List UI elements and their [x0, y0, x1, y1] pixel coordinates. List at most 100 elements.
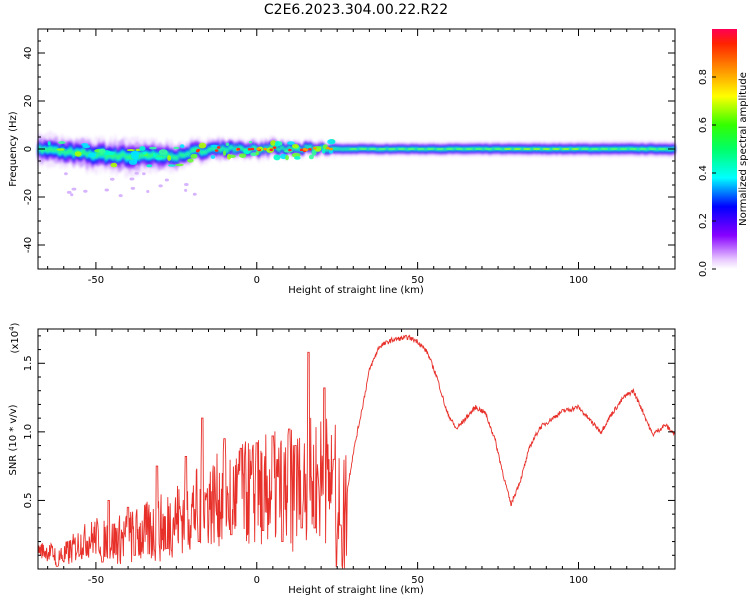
- spectral-blob: [81, 143, 89, 147]
- spectral-outlier: [71, 187, 77, 191]
- x-tick-label: 50: [411, 575, 424, 586]
- spectral-blob: [58, 141, 66, 144]
- x-tick-label: -50: [88, 575, 104, 586]
- spectral-outlier: [109, 177, 115, 181]
- x-tick-label: 0: [254, 575, 260, 586]
- spectral-blob: [131, 154, 140, 159]
- spectral-outlier: [66, 190, 72, 194]
- spectral-core: [436, 148, 445, 150]
- spectral-core: [455, 148, 464, 150]
- x-tick-label: 100: [569, 575, 588, 586]
- spectral-core: [513, 148, 522, 150]
- spectral-blob: [168, 164, 176, 167]
- spectral-blob: [210, 144, 219, 148]
- spectral-core: [629, 148, 638, 150]
- spectral-outlier: [142, 172, 146, 176]
- colorbar-tick-label: 0.0: [698, 261, 709, 277]
- y-tick-label: 20: [23, 95, 34, 108]
- y-tick-label: 0: [23, 146, 34, 152]
- colorbar-gradient: [712, 29, 737, 269]
- svg-text:(x104): (x104): [8, 322, 21, 353]
- spectral-core: [503, 148, 512, 150]
- snr-xlabel: Height of straight line (km): [288, 585, 424, 596]
- spectral-blob: [294, 156, 301, 160]
- spectral-core: [551, 148, 560, 150]
- spectral-blob: [134, 157, 138, 163]
- spectral-peak: [299, 148, 304, 152]
- x-tick-label: 0: [254, 275, 260, 286]
- spectrogram-ticks: -50 0 50 100 -40 -20 0 20 40: [23, 29, 676, 286]
- spectral-blob: [285, 154, 289, 161]
- spectrogram-ylabel: Frequency (Hz): [8, 111, 19, 187]
- spectral-core: [590, 148, 599, 150]
- spectral-peak: [263, 147, 267, 151]
- spectral-core: [368, 148, 377, 150]
- spectral-blob: [187, 158, 194, 163]
- spectral-blob: [255, 151, 259, 156]
- colorbar-label: Normalized spectral amplitude: [738, 72, 749, 226]
- spectral-blob: [311, 149, 317, 156]
- spectral-core: [600, 148, 609, 150]
- spectral-blob: [47, 141, 51, 146]
- spectral-peak: [269, 148, 274, 152]
- spectral-peak: [236, 147, 241, 151]
- spectral-outlier: [70, 193, 74, 197]
- y-tick-label: 1.5: [23, 355, 34, 371]
- spectral-core: [387, 148, 396, 150]
- spectral-peak: [214, 149, 219, 152]
- spectral-core: [494, 148, 503, 150]
- spectral-blob: [175, 163, 184, 167]
- spectral-peak: [313, 146, 317, 150]
- spectral-blob: [228, 154, 236, 158]
- spectral-core: [407, 148, 416, 150]
- spectral-peak: [308, 147, 312, 151]
- y-tick-label: 1.0: [23, 424, 34, 440]
- spectral-blob: [142, 151, 147, 155]
- spectral-outlier: [134, 171, 139, 175]
- spectral-blob: [238, 153, 247, 158]
- spectral-blob: [210, 155, 216, 159]
- spectral-blob: [190, 153, 198, 159]
- spectral-core: [465, 148, 474, 150]
- spectral-core: [561, 148, 570, 150]
- snr-series-line: [37, 334, 675, 569]
- spectral-core: [609, 148, 618, 150]
- spectrogram-xlabel: Height of straight line (km): [288, 285, 424, 296]
- spectral-core: [571, 148, 580, 150]
- spectral-outlier: [129, 177, 135, 181]
- spectral-peak: [326, 146, 330, 150]
- spectral-outlier: [184, 188, 188, 192]
- spectral-blob: [146, 164, 153, 168]
- spectral-blob: [173, 146, 180, 150]
- y-tick-label: 40: [23, 47, 34, 60]
- spectral-outlier: [184, 183, 189, 187]
- spectral-core: [542, 148, 551, 150]
- spectral-blob: [274, 140, 281, 147]
- snr-ylabel: SNR (10 * v/v): [8, 404, 19, 475]
- colorbar-tick-label: 0.2: [698, 213, 709, 229]
- colorbar-tick-label: 0.6: [698, 117, 709, 133]
- spectral-blob: [273, 154, 281, 161]
- spectral-outlier: [146, 189, 150, 193]
- colorbar: 0.0 0.2 0.4 0.6 0.8 Normalized spectral ampl…: [698, 29, 749, 277]
- spectral-blob: [248, 140, 253, 144]
- spectral-peak: [250, 147, 255, 151]
- y-tick-label: -20: [23, 189, 34, 205]
- snr-frame: [37, 328, 676, 570]
- x-tick-label: 100: [569, 275, 588, 286]
- spectral-blob: [110, 162, 118, 168]
- spectral-core: [474, 148, 483, 150]
- spectral-core: [658, 148, 667, 150]
- spectral-blob: [135, 148, 141, 152]
- spectral-core: [397, 148, 406, 150]
- spectral-outlier: [192, 192, 197, 196]
- spectral-outlier: [83, 189, 88, 193]
- snr-multiplier-base: (x10: [10, 331, 21, 354]
- spectral-blob: [250, 152, 258, 157]
- spectral-core: [619, 148, 628, 150]
- spectral-blob: [56, 148, 65, 151]
- spectral-blob: [153, 153, 157, 158]
- x-tick-label: 50: [411, 275, 424, 286]
- spectral-blob: [327, 139, 336, 145]
